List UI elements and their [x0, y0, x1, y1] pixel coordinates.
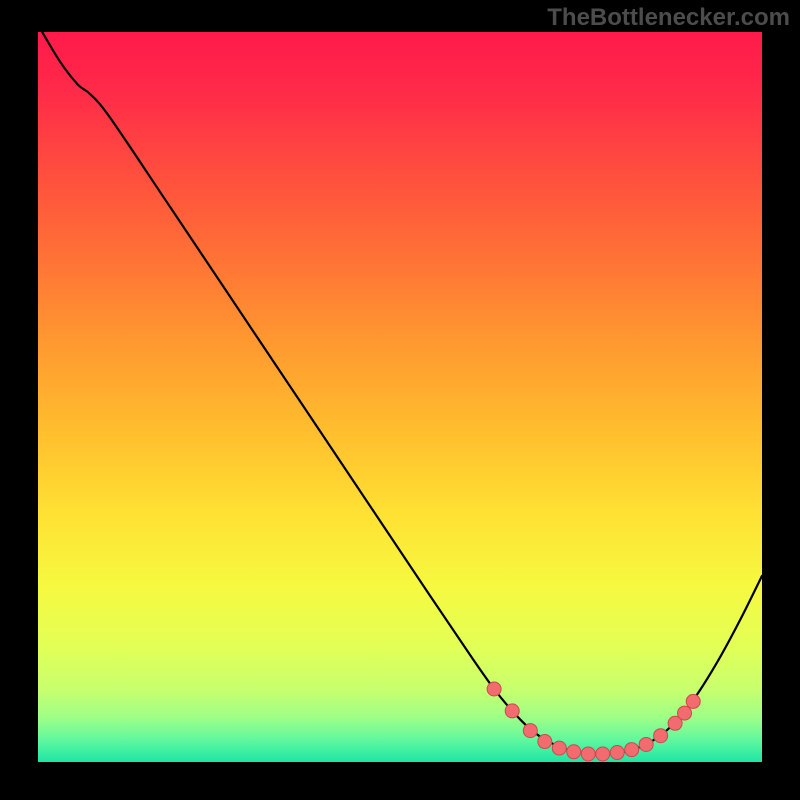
- curve-marker: [505, 704, 519, 718]
- curve-marker: [552, 741, 566, 755]
- curve-marker: [581, 747, 595, 761]
- watermark-text: TheBottlenecker.com: [547, 4, 790, 32]
- curve-marker: [654, 729, 668, 743]
- curve-marker: [567, 745, 581, 759]
- curve-marker: [639, 737, 653, 751]
- curve-layer: [38, 32, 762, 762]
- chart-container: TheBottlenecker.com: [0, 0, 800, 800]
- curve-marker: [487, 682, 501, 696]
- curve-marker: [686, 694, 700, 708]
- curve-markers: [487, 682, 700, 761]
- curve-marker: [523, 724, 537, 738]
- curve-marker: [678, 706, 692, 720]
- curve-marker: [610, 746, 624, 760]
- bottleneck-curve: [38, 32, 762, 754]
- curve-marker: [625, 743, 639, 757]
- curve-marker: [596, 747, 610, 761]
- plot-area: [38, 32, 762, 762]
- curve-marker: [538, 735, 552, 749]
